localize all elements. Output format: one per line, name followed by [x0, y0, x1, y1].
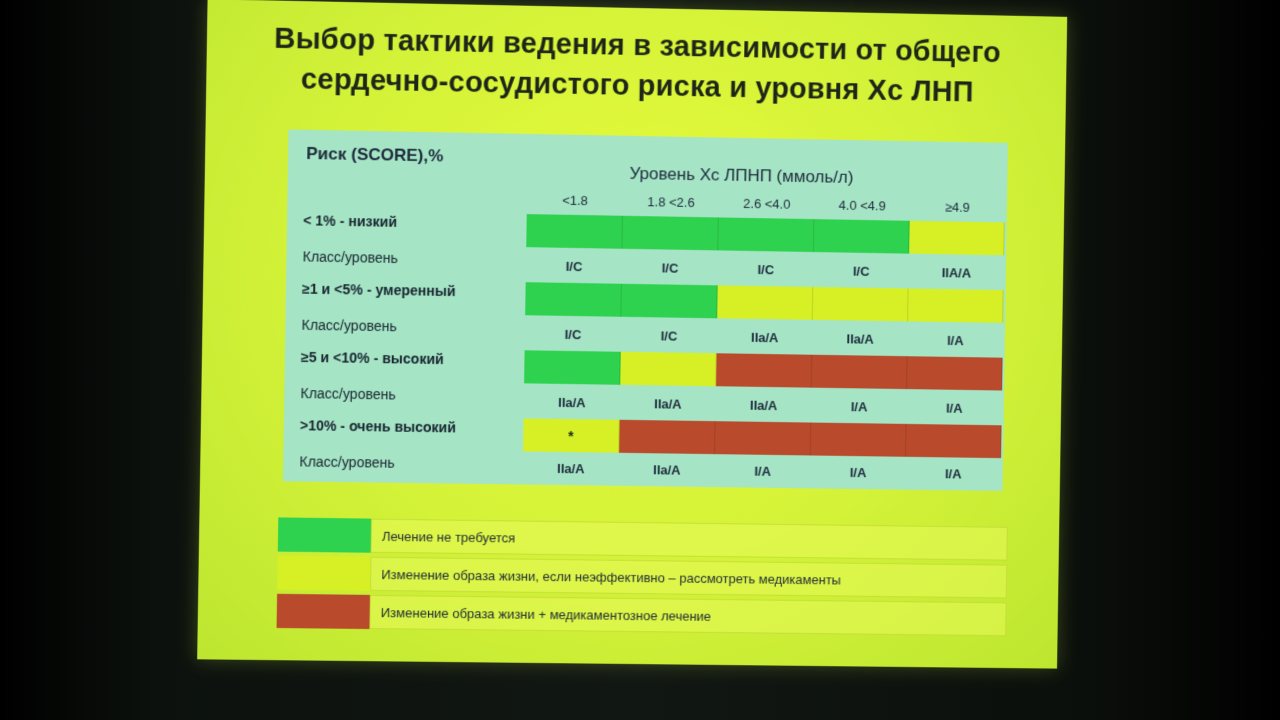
treatment-cell — [908, 288, 1004, 323]
legend-item-lifestyle-drugs: Изменение образа жизни + медикаментозное… — [276, 593, 1007, 637]
column-label: ≥4.9 — [944, 199, 971, 215]
column-label: 4.0 <4.9 — [838, 197, 886, 214]
treatment-cell: * — [523, 418, 620, 453]
risk-level-label: >10% - очень высокий — [299, 417, 457, 436]
treatment-cell — [718, 217, 815, 253]
treatment-cell — [621, 283, 718, 319]
class-value: I/A — [947, 332, 964, 349]
legend-item-no-treatment: Лечение не требуется — [277, 517, 1008, 561]
treatment-cell — [619, 419, 716, 455]
legend-swatch — [276, 593, 370, 630]
class-value: I/C — [660, 328, 678, 344]
class-level-label: Класс/уровень — [302, 248, 399, 267]
class-value: I/A — [850, 399, 868, 415]
column-label: 2.6 <4.0 — [743, 195, 791, 212]
treatment-cell — [811, 354, 908, 390]
column-label: 1.8 <2.6 — [647, 194, 695, 211]
slide: Выбор тактики ведения в зависимости от о… — [197, 0, 1068, 669]
treatment-cell — [905, 423, 1002, 459]
color-legend: Лечение не требуется Изменение образа жи… — [276, 517, 1008, 642]
class-value: IIA/A — [941, 265, 972, 281]
legend-swatch — [277, 555, 371, 591]
class-value: I/C — [852, 263, 870, 279]
treatment-cell — [622, 215, 719, 251]
column-label: <1.8 — [562, 192, 589, 209]
treatment-cell — [526, 214, 623, 249]
slide-title-line-2: сердечно-сосудистого риска и уровня Хс Л… — [300, 63, 974, 109]
legend-label: Изменение образа жизни + медикаментозное… — [369, 594, 1007, 637]
class-value: I/C — [564, 326, 582, 343]
class-value: IIa/A — [750, 329, 779, 346]
treatment-cell — [909, 220, 1005, 256]
treatment-cell — [810, 422, 907, 457]
class-value: I/C — [757, 262, 775, 278]
treatment-cell — [715, 421, 812, 456]
legend-label: Лечение не требуется — [370, 518, 1008, 561]
class-level-label: Класс/уровень — [301, 316, 397, 335]
treatment-cell — [812, 286, 909, 322]
risk-level-label: ≥1 и <5% - умеренный — [301, 280, 456, 300]
treatment-cell — [907, 356, 1003, 391]
class-value: I/C — [565, 258, 583, 275]
legend-item-lifestyle: Изменение образа жизни, если неэффективн… — [277, 555, 1008, 599]
class-value: IIa/A — [556, 460, 585, 477]
class-value: I/A — [944, 466, 962, 482]
class-value: I/A — [945, 400, 963, 416]
treatment-cell — [620, 351, 717, 387]
class-level-label: Класс/уровень — [300, 385, 396, 403]
risk-level-label: ≥5 и <10% - высокий — [300, 348, 444, 368]
class-value: IIa/A — [749, 397, 778, 414]
class-value: IIa/A — [846, 331, 874, 347]
class-value: IIa/A — [654, 396, 682, 412]
treatment-cell — [524, 350, 621, 385]
class-value: I/C — [661, 260, 679, 276]
class-level-label: Класс/уровень — [299, 453, 395, 471]
legend-label: Изменение образа жизни, если неэффективн… — [369, 556, 1008, 599]
class-value: I/A — [849, 464, 867, 481]
treatment-cell — [717, 285, 814, 320]
risk-table: Риск (SCORE),% Уровень Хс ЛПНП (ммоль/л)… — [282, 129, 1008, 491]
treatment-cell — [813, 219, 910, 254]
ldl-level-header: Уровень Хс ЛПНП (ммоль/л) — [629, 163, 854, 187]
legend-swatch — [277, 517, 372, 553]
class-value: I/A — [754, 463, 772, 479]
treatment-cell — [716, 353, 813, 388]
class-value: IIa/A — [558, 394, 586, 411]
class-value: IIa/A — [653, 462, 681, 478]
treatment-cell — [525, 282, 622, 317]
risk-level-label: < 1% - низкий — [303, 212, 398, 230]
risk-score-header: Риск (SCORE),% — [306, 143, 444, 166]
